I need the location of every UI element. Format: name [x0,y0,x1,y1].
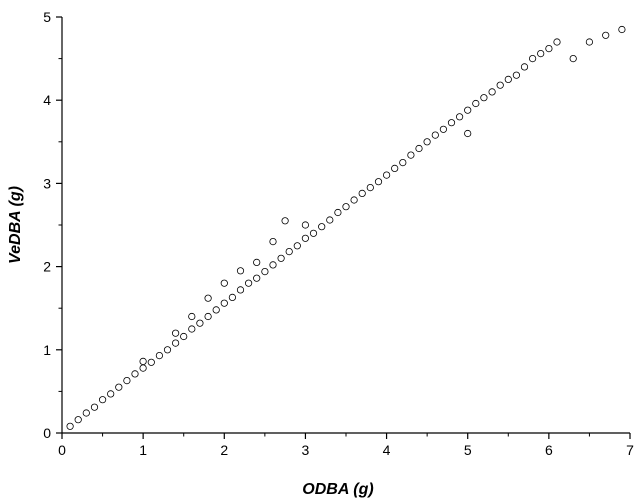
data-point [528,54,537,63]
data-point [236,267,245,275]
data-point [399,159,407,167]
data-point [261,267,269,276]
data-point [123,376,131,385]
data-point [326,216,334,224]
data-point [520,63,529,71]
data-point [107,390,115,398]
data-point [269,238,277,246]
data-point [318,223,326,231]
data-point [496,81,504,89]
data-point [447,119,456,127]
data-point [99,396,107,404]
data-point [407,151,415,159]
data-point [172,329,180,337]
data-point [358,189,366,197]
y-tick-label: 2 [43,259,51,275]
data-point [253,274,261,282]
x-tick-label: 1 [139,442,147,458]
data-point [220,279,228,287]
y-tick-label: 5 [43,9,51,25]
x-tick-label: 3 [302,442,310,458]
x-tick-label: 4 [383,442,391,458]
data-point [147,358,155,366]
data-point [180,332,188,341]
data-point [480,94,488,102]
data-point [90,403,99,411]
data-point [74,416,82,424]
data-point [155,351,163,360]
y-axis-title: VeDBA (g) [7,186,24,264]
data-point [139,357,147,365]
y-tick-label: 3 [43,175,51,191]
data-point [602,31,610,39]
data-point [139,364,147,372]
data-point [439,125,447,133]
data-point [309,229,318,237]
data-point [236,286,245,294]
data-point [188,312,196,321]
data-point [512,71,521,79]
data-point [204,312,212,321]
data-point [472,99,480,108]
data-point [391,164,399,172]
y-tick-label: 4 [43,92,51,108]
data-point [545,44,553,53]
axes [56,16,631,439]
data-point [212,306,220,314]
x-tick-label: 6 [545,442,553,458]
data-point [350,196,358,204]
data-point [269,261,277,269]
data-point [277,254,285,262]
data-point [553,38,561,46]
x-tick-label: 5 [464,442,472,458]
data-point [245,279,253,287]
data-point [455,113,464,121]
data-point [423,138,431,146]
data-point [585,38,594,46]
x-tick-label: 0 [58,442,66,458]
data-point [464,106,472,114]
data-point [196,319,204,327]
data-point [281,217,289,225]
data-point [431,131,439,139]
data-point [115,383,123,391]
data-point [366,184,374,192]
data-point [301,234,309,242]
data-point [504,75,512,84]
data-points [66,25,626,430]
data-point [131,370,139,378]
data-point [220,299,228,307]
x-axis-title: ODBA (g) [302,481,373,498]
data-point [172,339,180,347]
x-tick-label: 7 [626,442,634,458]
data-point [537,49,545,58]
data-point [301,221,309,229]
data-point [82,409,90,417]
tick-labels: 0 1 2 3 4 5 6 7 0 1 2 3 4 5 [43,9,634,458]
data-point [204,294,212,302]
data-point [334,208,342,217]
data-point [163,346,172,354]
data-point [285,248,293,256]
y-tick-label: 0 [43,425,51,441]
data-point [464,129,472,138]
data-point [253,258,261,266]
data-point [415,144,423,153]
x-tick-label: 2 [220,442,228,458]
data-point [228,293,236,301]
y-tick-label: 1 [43,342,51,358]
data-point [374,178,383,186]
data-point [66,422,74,430]
data-point [293,242,301,250]
data-point [618,25,626,34]
data-point [382,171,391,179]
data-point [488,88,496,96]
data-point [188,325,196,333]
data-point [342,203,350,211]
data-point [569,54,577,63]
